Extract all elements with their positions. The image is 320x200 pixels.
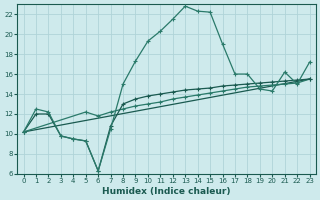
X-axis label: Humidex (Indice chaleur): Humidex (Indice chaleur) xyxy=(102,187,231,196)
